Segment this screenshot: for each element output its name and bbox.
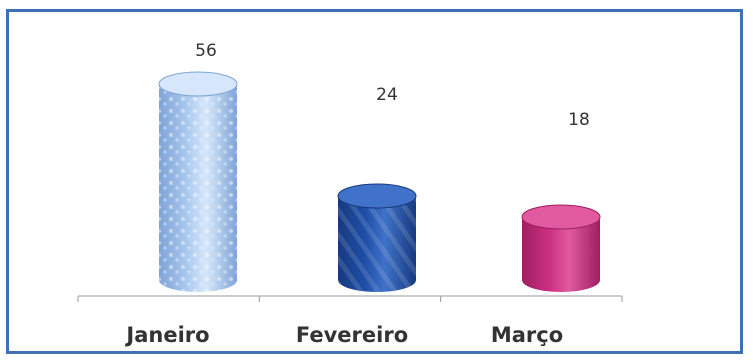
data-label: 18 <box>568 110 590 130</box>
bars <box>158 71 601 292</box>
x-tick-label: Março <box>491 323 563 347</box>
data-label: 24 <box>376 85 398 105</box>
bar-fevereiro <box>337 183 417 292</box>
labels: 56 Janeiro 24 Fevereiro 18 Março <box>124 41 589 347</box>
bar-janeiro <box>158 71 238 292</box>
bar-texture <box>159 84 237 292</box>
bar-top <box>158 71 238 97</box>
bar-top <box>521 204 601 230</box>
x-axis <box>77 295 623 302</box>
bar-texture <box>338 196 416 292</box>
x-tick-label: Fevereiro <box>296 323 408 347</box>
data-label: 56 <box>195 41 217 61</box>
x-tick-label: Janeiro <box>124 323 209 347</box>
bar-top <box>337 183 417 209</box>
bar-maro <box>521 204 601 292</box>
bar-body <box>522 217 600 292</box>
